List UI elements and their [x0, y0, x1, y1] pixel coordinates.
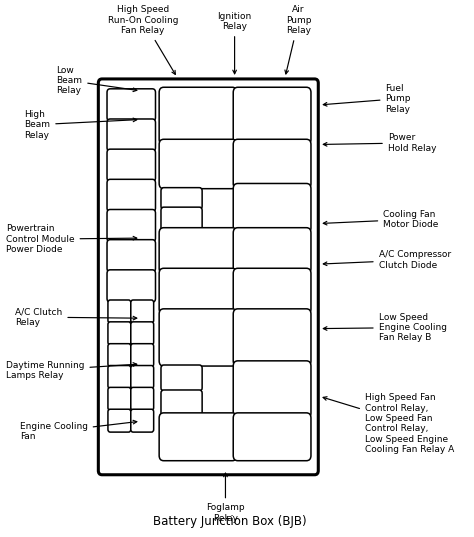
FancyBboxPatch shape [233, 87, 311, 144]
FancyBboxPatch shape [159, 309, 237, 366]
FancyBboxPatch shape [159, 268, 237, 314]
FancyBboxPatch shape [107, 89, 155, 121]
Text: Powertrain
Control Module
Power Diode: Powertrain Control Module Power Diode [6, 224, 137, 254]
Text: Low Speed
Engine Cooling
Fan Relay B: Low Speed Engine Cooling Fan Relay B [323, 313, 447, 343]
Text: Power
Hold Relay: Power Hold Relay [323, 133, 436, 153]
FancyBboxPatch shape [233, 309, 311, 366]
Text: Foglamp
Relay: Foglamp Relay [206, 473, 245, 523]
Text: A/C Clutch
Relay: A/C Clutch Relay [15, 308, 137, 327]
FancyBboxPatch shape [233, 413, 311, 461]
FancyBboxPatch shape [233, 268, 311, 314]
FancyBboxPatch shape [233, 184, 311, 233]
FancyBboxPatch shape [131, 387, 154, 410]
FancyBboxPatch shape [108, 409, 131, 432]
FancyBboxPatch shape [131, 409, 154, 432]
FancyBboxPatch shape [108, 387, 131, 410]
FancyBboxPatch shape [107, 179, 155, 212]
Text: Ignition
Relay: Ignition Relay [218, 12, 252, 74]
FancyBboxPatch shape [233, 228, 311, 273]
Text: Daytime Running
Lamps Relay: Daytime Running Lamps Relay [6, 360, 137, 380]
FancyBboxPatch shape [161, 187, 202, 209]
Text: Cooling Fan
Motor Diode: Cooling Fan Motor Diode [323, 209, 438, 229]
FancyBboxPatch shape [107, 270, 155, 302]
FancyBboxPatch shape [107, 240, 155, 272]
Text: High
Beam
Relay: High Beam Relay [24, 110, 137, 140]
FancyBboxPatch shape [233, 139, 311, 188]
FancyBboxPatch shape [233, 361, 311, 418]
Text: A/C Compressor
Clutch Diode: A/C Compressor Clutch Diode [323, 250, 451, 270]
Text: Battery Junction Box (BJB): Battery Junction Box (BJB) [153, 514, 307, 527]
FancyBboxPatch shape [107, 119, 155, 151]
FancyBboxPatch shape [108, 366, 131, 388]
Text: Air
Pump
Relay: Air Pump Relay [285, 5, 311, 74]
FancyBboxPatch shape [108, 322, 131, 345]
FancyBboxPatch shape [131, 366, 154, 388]
Text: Fuel
Pump
Relay: Fuel Pump Relay [323, 84, 411, 114]
FancyBboxPatch shape [161, 365, 202, 391]
Text: High Speed
Run-On Cooling
Fan Relay: High Speed Run-On Cooling Fan Relay [108, 5, 178, 74]
FancyBboxPatch shape [159, 413, 237, 461]
FancyBboxPatch shape [107, 149, 155, 182]
FancyBboxPatch shape [159, 87, 237, 144]
FancyBboxPatch shape [159, 139, 237, 188]
FancyBboxPatch shape [108, 344, 131, 367]
Text: High Speed Fan
Control Relay,
Low Speed Fan
Control Relay,
Low Speed Engine
Cool: High Speed Fan Control Relay, Low Speed … [323, 393, 454, 454]
FancyBboxPatch shape [161, 207, 202, 231]
FancyBboxPatch shape [131, 344, 154, 367]
Text: Engine Cooling
Fan: Engine Cooling Fan [20, 420, 137, 441]
Text: Low
Beam
Relay: Low Beam Relay [56, 66, 137, 96]
FancyBboxPatch shape [159, 228, 237, 273]
FancyBboxPatch shape [108, 300, 131, 323]
FancyBboxPatch shape [131, 300, 154, 323]
FancyBboxPatch shape [161, 390, 202, 416]
FancyBboxPatch shape [131, 322, 154, 345]
FancyBboxPatch shape [98, 79, 318, 475]
FancyBboxPatch shape [107, 209, 155, 242]
